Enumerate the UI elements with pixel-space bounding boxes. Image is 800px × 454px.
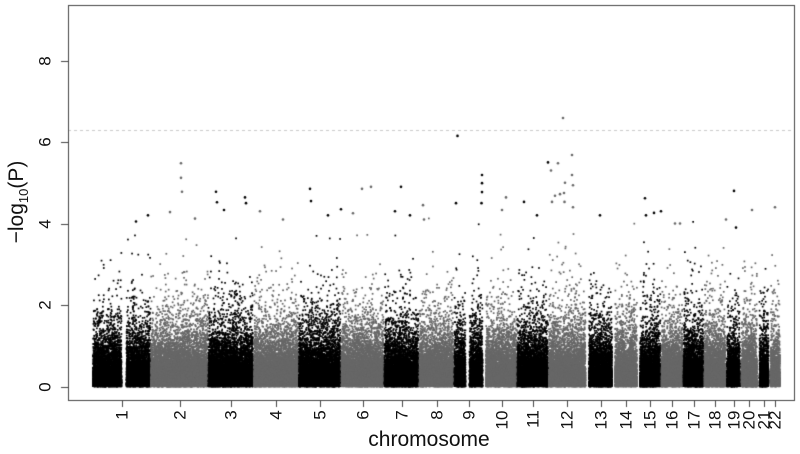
- x-axis-title: chromosome: [368, 428, 490, 451]
- x-tick-label-chr13: 13: [591, 410, 610, 429]
- x-tick-label-chr3: 3: [221, 409, 240, 420]
- y-axis-title-pre: −log: [4, 203, 28, 244]
- x-tick-label-chr10: 10: [492, 410, 511, 429]
- x-tick-label-chr12: 12: [557, 410, 577, 429]
- y-tick-label-0: 0: [35, 381, 55, 392]
- x-tick-label-chr15: 15: [640, 410, 660, 429]
- x-tick-label-chr1: 1: [112, 409, 131, 420]
- x-tick-label-chr6: 6: [353, 409, 372, 420]
- y-tick-label-2: 2: [35, 300, 55, 310]
- y-axis-title-post: (P): [4, 160, 28, 189]
- x-tick-label-chr11: 11: [523, 410, 542, 428]
- x-tick-label-chr18: 18: [705, 410, 725, 429]
- y-tick-label-4: 4: [35, 218, 55, 229]
- x-tick-label-chr4: 4: [266, 409, 286, 420]
- y-tick-label-6: 6: [35, 137, 55, 147]
- x-tick-label-chr2: 2: [170, 409, 189, 420]
- x-tick-label-chr14: 14: [616, 410, 636, 429]
- y-axis-title-sub: 10: [16, 188, 32, 204]
- x-tick-label-chr9: 9: [459, 409, 478, 420]
- x-tick-label-chr16: 16: [662, 410, 682, 429]
- y-axis-title: −log10(P): [5, 161, 31, 244]
- x-tick-label-chr8: 8: [427, 409, 446, 420]
- x-tick-label-chr17: 17: [684, 410, 703, 429]
- x-tick-label-chr5: 5: [310, 409, 330, 420]
- y-tick-label-8: 8: [35, 55, 55, 66]
- x-tick-label-chr22: 22: [765, 410, 785, 429]
- x-tick-label-chr7: 7: [392, 409, 411, 420]
